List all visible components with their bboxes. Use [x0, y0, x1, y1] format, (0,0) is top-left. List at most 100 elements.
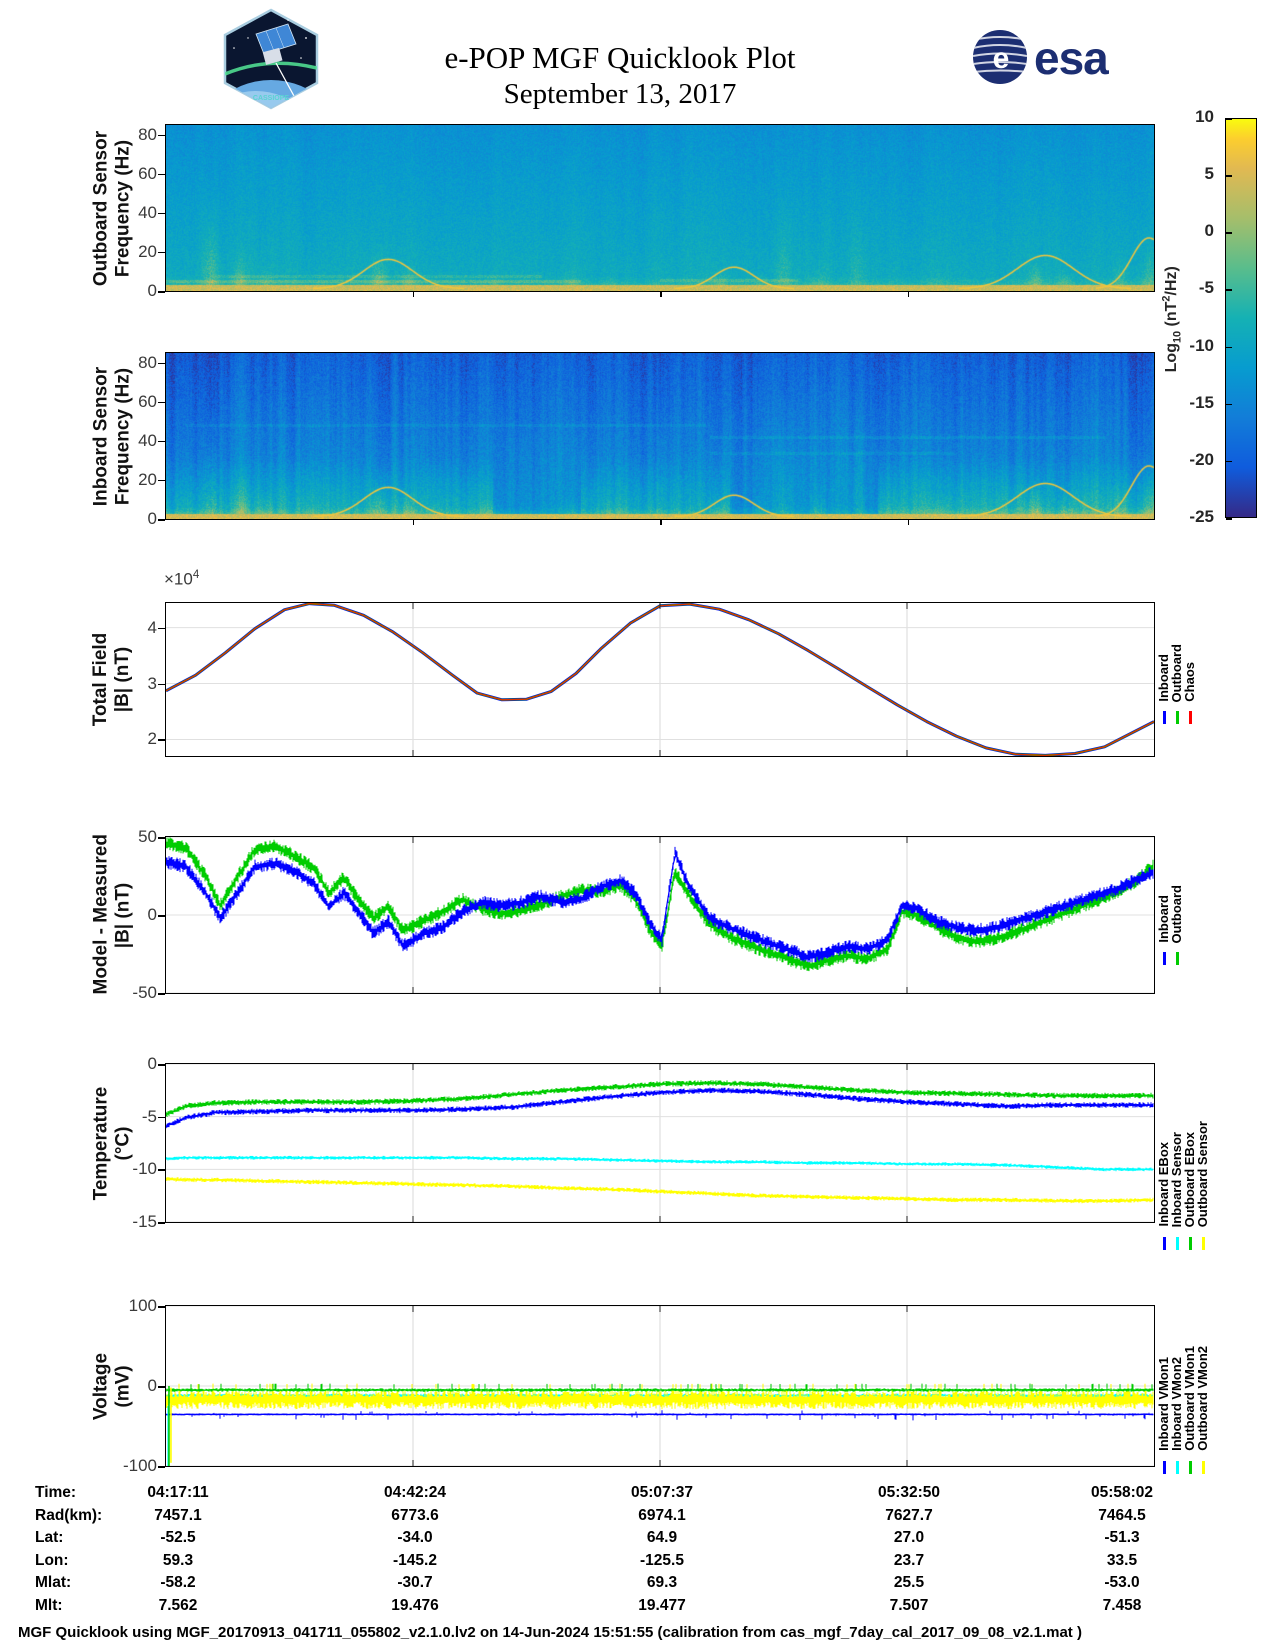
y-tick-label: 20 [138, 241, 157, 261]
y-tick-mark [158, 134, 165, 137]
y-tick-mark [158, 627, 165, 630]
legend-color-mark [1163, 711, 1166, 724]
colorbar-tick-label: -10 [1189, 335, 1214, 355]
inboard_spectrogram-image [166, 353, 1154, 519]
legend-label: Outboard [1169, 884, 1184, 944]
y-tick-label: 40 [138, 430, 157, 450]
ephemeris-row: Mlat: -58.2 -30.7 69.3 25.5 -53.0 [0, 1574, 1275, 1597]
y-tick-mark [158, 993, 165, 995]
y-tick-label: 4 [147, 617, 157, 637]
y-tick-label: 60 [138, 163, 157, 183]
ephemeris-row-label: Lon: [35, 1551, 69, 1569]
temperature-plot [166, 1064, 1154, 1222]
y-tick-label: 100 [128, 1296, 157, 1315]
x-tick-mark [907, 520, 909, 525]
legend-label: Outboard Sensor [1195, 1120, 1210, 1227]
page-subtitle-date: September 13, 2017 [503, 78, 737, 110]
y-tick-label: 0 [147, 1054, 157, 1073]
ephemeris-value: 19.477 [638, 1596, 686, 1614]
colorbar-tick-label: 0 [1204, 221, 1214, 241]
ephemeris-row: Time: 04:17:11 04:42:24 05:07:37 05:32:5… [0, 1484, 1275, 1507]
ephemeris-row: Lat: -52.5 -34.0 64.9 27.0 -51.3 [0, 1529, 1275, 1552]
ephemeris-value: 23.7 [893, 1551, 925, 1569]
x-tick-mark [660, 520, 662, 525]
patch-antenna-beam [275, 62, 295, 97]
y-tick-mark [158, 212, 165, 215]
ephemeris-value: -52.5 [160, 1529, 196, 1547]
colorbar-tick-mark [1226, 232, 1232, 234]
colorbar [1225, 118, 1257, 518]
y-tick-mark [158, 440, 165, 443]
ephemeris-value: -30.7 [397, 1574, 433, 1592]
legend-label: Chaos [1182, 662, 1197, 702]
colorbar-tick-mark [1226, 175, 1232, 177]
legend-color-mark [1176, 952, 1179, 965]
legend-color-mark [1176, 1237, 1179, 1250]
colorbar-tick-mark [1226, 518, 1232, 520]
temperature-panel [165, 1063, 1155, 1223]
y-tick-label: 0 [147, 1376, 157, 1395]
colorbar-tick-label: 5 [1204, 164, 1214, 184]
total_field-plot [166, 603, 1154, 756]
legend-color-mark [1202, 1237, 1205, 1250]
x-tick-mark [660, 292, 662, 297]
y-tick-mark [158, 251, 165, 254]
x-tick-mark [412, 292, 414, 297]
y-tick-mark [158, 173, 165, 176]
y-tick-label: -10 [132, 1159, 157, 1179]
ephemeris-value: 7.458 [1102, 1596, 1142, 1614]
y-tick-mark [158, 479, 165, 482]
ephemeris-value: 33.5 [1106, 1551, 1138, 1569]
ephemeris-value: 7464.5 [1098, 1506, 1146, 1524]
outboard-spectrogram-panel [165, 124, 1155, 292]
ephemeris-value: 04:17:11 [147, 1484, 209, 1501]
legend-label: Outboard VMon2 [1195, 1346, 1210, 1451]
ephemeris-row-label: Rad(km): [35, 1506, 103, 1524]
ephemeris-value: -58.2 [160, 1574, 196, 1592]
colorbar-tick-mark [1226, 118, 1232, 120]
colorbar-tick-label: 10 [1195, 107, 1214, 126]
y-tick-mark [158, 519, 165, 521]
total-field-panel [165, 602, 1155, 757]
ephemeris-value: -34.0 [397, 1529, 433, 1547]
y-tick-mark [158, 362, 165, 365]
ephemeris-value: -125.5 [640, 1551, 684, 1569]
legend-color-mark [1189, 1237, 1192, 1250]
ephemeris-value: 7.507 [889, 1596, 929, 1614]
ephemeris-value: 05:58:02 [1090, 1484, 1154, 1501]
y-tick-mark [158, 739, 165, 741]
y-tick-label: -15 [132, 1212, 157, 1231]
y-tick-mark [158, 401, 165, 404]
ephemeris-value: 59.3 [162, 1551, 194, 1569]
ephemeris-value: 05:32:50 [877, 1484, 941, 1501]
legend-color-mark [1163, 952, 1166, 965]
y-tick-label: 60 [138, 391, 157, 411]
y-tick-label: 50 [138, 827, 157, 846]
ephemeris-value: 25.5 [893, 1574, 925, 1592]
footer-provenance-text: MGF Quicklook using MGF_20170913_041711_… [18, 1624, 1082, 1641]
ephemeris-row-label: Time: [35, 1484, 77, 1501]
total-field-axis-multiplier: ×104 [164, 569, 200, 589]
x-tick-mark [907, 292, 909, 297]
ephemeris-value: -51.3 [1104, 1529, 1140, 1547]
y-tick-label: 80 [138, 124, 157, 144]
colorbar-tick-label: -5 [1198, 278, 1214, 298]
page-title: e-POP MGF Quicklook Plot [444, 40, 796, 75]
ephemeris-value: -53.0 [1104, 1574, 1140, 1592]
ephemeris-value: 04:42:24 [383, 1484, 447, 1501]
y-tick-label: 80 [138, 352, 157, 372]
colorbar-tick-mark [1226, 289, 1232, 291]
outboard_spectrogram-image [166, 125, 1154, 291]
ephemeris-row-label: Lat: [35, 1529, 64, 1547]
x-tick-mark [412, 520, 414, 525]
voltage-plot [166, 1306, 1154, 1466]
inboard-spectrogram-panel [165, 352, 1155, 520]
legend-color-mark [1189, 1461, 1192, 1474]
y-tick-mark [158, 1306, 165, 1308]
colorbar-tick-mark [1226, 460, 1232, 463]
ephemeris-value: 69.3 [646, 1574, 678, 1592]
y-tick-mark [158, 915, 165, 917]
patch-mission-name: CASSIOPE [253, 95, 290, 102]
y-tick-label: 0 [147, 281, 157, 300]
